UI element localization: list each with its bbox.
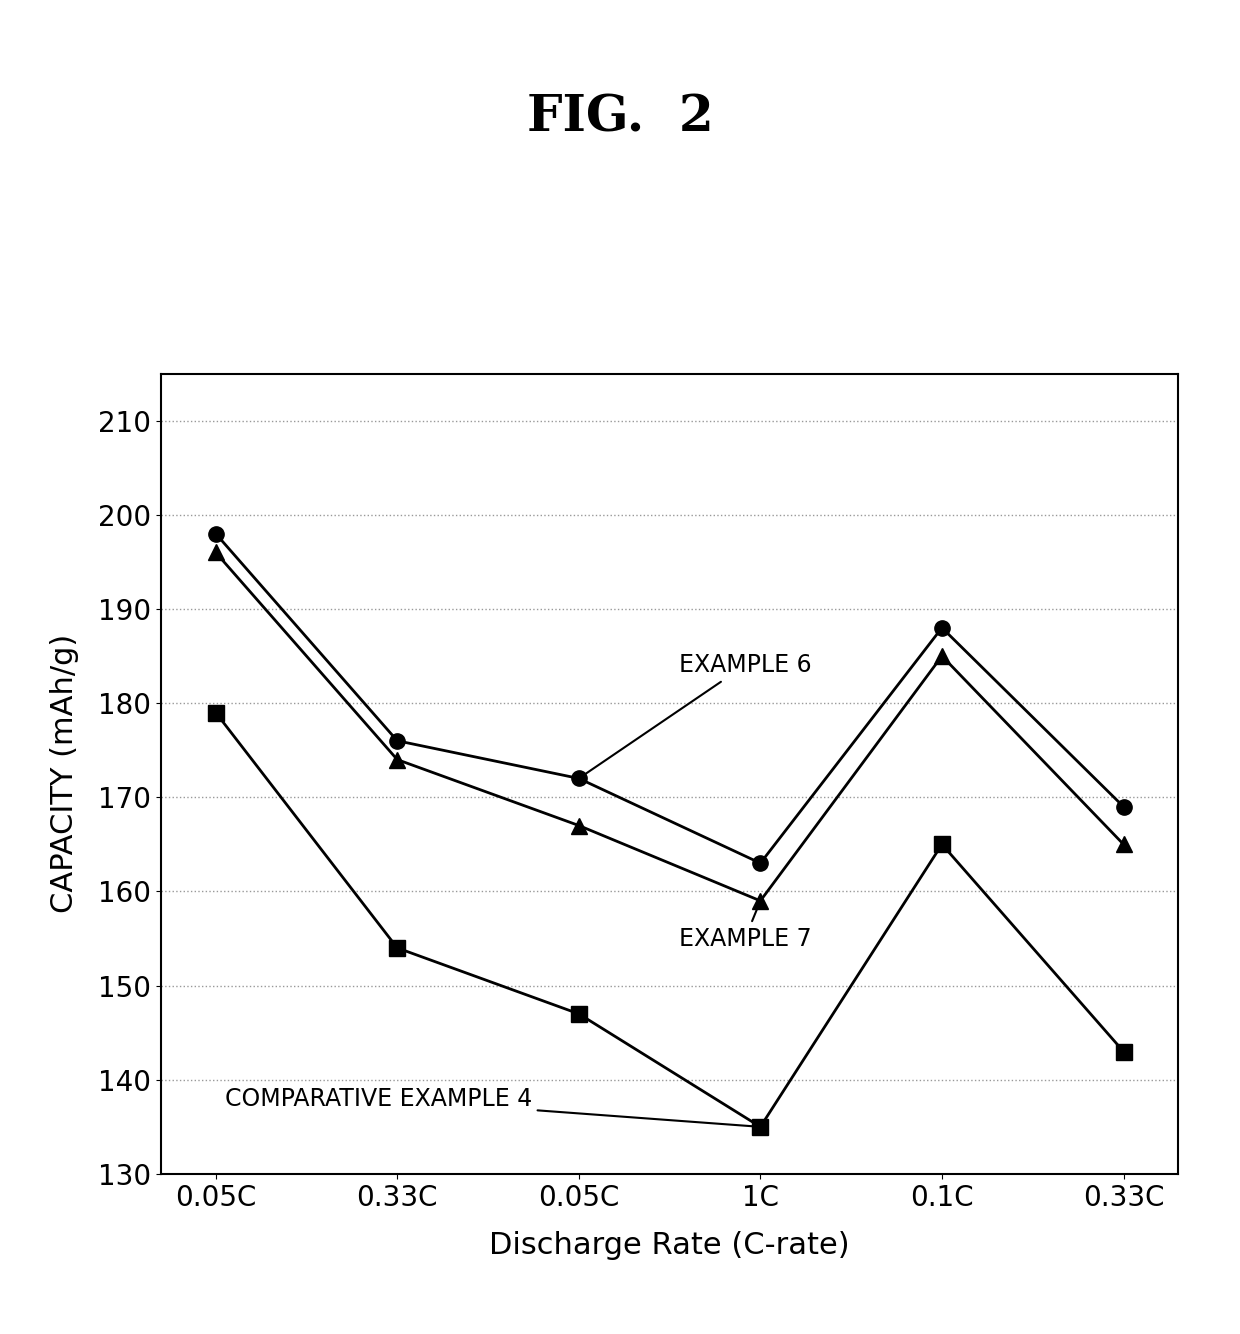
Text: COMPARATIVE EXAMPLE 4: COMPARATIVE EXAMPLE 4 xyxy=(224,1087,758,1127)
Text: FIG.  2: FIG. 2 xyxy=(527,93,713,143)
Y-axis label: CAPACITY (mAh/g): CAPACITY (mAh/g) xyxy=(50,634,79,914)
Text: EXAMPLE 7: EXAMPLE 7 xyxy=(678,903,811,951)
X-axis label: Discharge Rate (C-rate): Discharge Rate (C-rate) xyxy=(490,1231,849,1261)
Text: EXAMPLE 6: EXAMPLE 6 xyxy=(582,654,811,776)
